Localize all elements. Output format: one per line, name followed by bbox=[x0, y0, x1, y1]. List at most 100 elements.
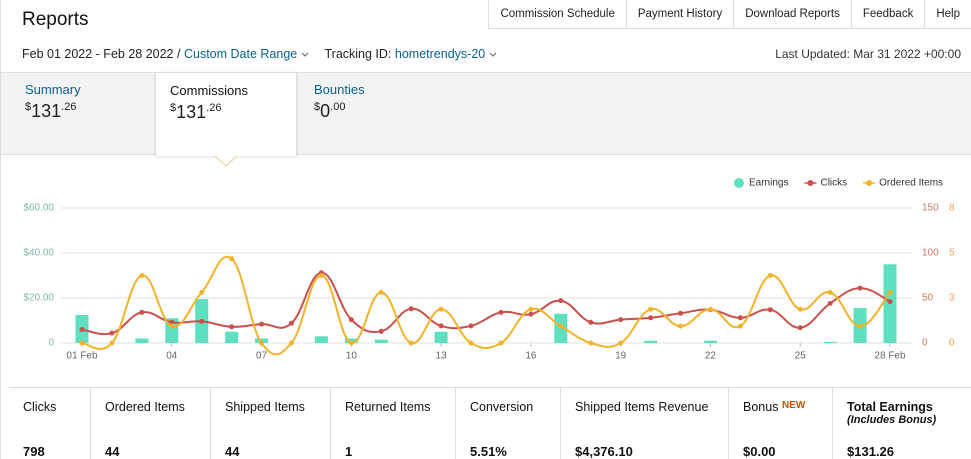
last-updated: Last Updated: Mar 31 2022 +00:00 bbox=[775, 47, 961, 61]
separator: / bbox=[177, 47, 181, 61]
point bbox=[588, 340, 594, 346]
point bbox=[648, 315, 654, 321]
page-title: Reports bbox=[22, 9, 89, 30]
point bbox=[707, 306, 713, 312]
note: (Includes Bonus) bbox=[847, 414, 937, 426]
tick-label: 50 bbox=[922, 293, 934, 304]
point bbox=[558, 323, 564, 329]
tick-label: 0 bbox=[949, 338, 955, 349]
nav-link[interactable]: Payment History bbox=[625, 0, 734, 29]
point bbox=[438, 306, 444, 312]
point bbox=[229, 324, 235, 330]
point bbox=[797, 325, 803, 331]
point bbox=[169, 319, 175, 325]
point bbox=[378, 328, 384, 334]
chevron bbox=[301, 52, 309, 57]
point bbox=[678, 323, 684, 329]
bar bbox=[135, 338, 149, 343]
line bbox=[81, 271, 891, 336]
tick-label: $20.00 bbox=[23, 293, 54, 304]
x-tick-label: 28 Feb bbox=[874, 351, 906, 362]
tab-amount: $131.26 bbox=[25, 101, 81, 122]
point bbox=[857, 323, 863, 329]
point bbox=[348, 340, 354, 346]
tab[interactable]: Commissions $131.26 bbox=[155, 72, 297, 156]
point bbox=[618, 340, 624, 346]
point bbox=[468, 340, 474, 346]
point bbox=[827, 300, 833, 306]
tab-amount: $0.00 bbox=[314, 101, 365, 122]
point bbox=[79, 327, 85, 332]
stat-label: Returned Items bbox=[345, 400, 441, 414]
point bbox=[558, 298, 564, 304]
point bbox=[887, 299, 893, 305]
label: Bonus bbox=[743, 400, 779, 414]
bar bbox=[823, 341, 837, 343]
point bbox=[259, 321, 265, 327]
legend-label: Ordered Items bbox=[879, 178, 943, 189]
currency: $ bbox=[314, 101, 321, 113]
stat-value: $4,376.10 bbox=[575, 444, 633, 459]
point bbox=[887, 289, 893, 295]
x-tick-label: 13 bbox=[436, 351, 448, 362]
nav-link[interactable]: Download Reports bbox=[733, 0, 851, 29]
point bbox=[259, 340, 265, 346]
tab[interactable]: Summary $131.26 bbox=[11, 72, 95, 154]
custom-range[interactable]: Custom Date Range bbox=[183, 47, 298, 61]
currency: $ bbox=[25, 101, 32, 113]
point bbox=[498, 340, 504, 346]
x-tick-label: 10 bbox=[346, 351, 358, 362]
legend-swatch bbox=[866, 180, 873, 186]
chevron bbox=[489, 52, 497, 57]
stat: Ordered Items 44 bbox=[91, 388, 211, 459]
nav-link[interactable]: Help bbox=[924, 0, 971, 29]
tick-label: 0 bbox=[48, 338, 54, 349]
point bbox=[318, 273, 324, 278]
bar bbox=[644, 340, 658, 343]
tab-amount: $131.26 bbox=[170, 102, 282, 123]
x-tick-label: 04 bbox=[166, 351, 178, 362]
point bbox=[378, 289, 384, 295]
bar bbox=[314, 336, 328, 343]
x-tick-label: 22 bbox=[705, 351, 717, 362]
point bbox=[737, 315, 743, 321]
whole: 0 bbox=[320, 101, 331, 121]
point bbox=[468, 323, 474, 329]
tracking-id[interactable]: hometrendys-20 bbox=[394, 47, 486, 61]
tick-label: $60.00 bbox=[23, 203, 54, 214]
tick-label: 0 bbox=[922, 338, 928, 349]
point bbox=[857, 285, 863, 291]
tick-label: 8 bbox=[949, 203, 955, 214]
nav-link[interactable]: Commission Schedule bbox=[488, 0, 626, 29]
tick-label: 3 bbox=[949, 293, 955, 304]
cents: .26 bbox=[206, 102, 222, 114]
point bbox=[618, 317, 624, 323]
point bbox=[827, 289, 833, 295]
tab-label: Summary bbox=[25, 82, 81, 97]
stat-value: 5.51% bbox=[470, 444, 507, 459]
nav-link[interactable]: Feedback bbox=[850, 0, 925, 29]
stat-value: 798 bbox=[23, 444, 45, 459]
x-tick-label: 16 bbox=[525, 351, 537, 362]
point bbox=[438, 323, 444, 329]
point bbox=[288, 340, 294, 346]
bar bbox=[225, 331, 239, 343]
stat-value: 44 bbox=[105, 444, 120, 459]
label: Shipped Items Revenue bbox=[575, 400, 709, 414]
point bbox=[528, 311, 534, 317]
point bbox=[139, 273, 145, 278]
date-range: Feb 01 2022 - Feb 28 2022 bbox=[22, 47, 174, 61]
point bbox=[678, 310, 684, 316]
stat: Total Earnings (Includes Bonus) $131.26 bbox=[833, 388, 971, 459]
currency: $ bbox=[170, 102, 177, 114]
label: Conversion bbox=[470, 400, 534, 414]
tab-pointer bbox=[214, 155, 238, 167]
stat: Bonus NEW $0.00 bbox=[729, 388, 833, 459]
stat: Shipped Items Revenue $4,376.10 bbox=[561, 388, 729, 459]
tab[interactable]: Bounties $0.00 bbox=[300, 72, 379, 154]
point bbox=[408, 306, 414, 312]
point bbox=[169, 323, 175, 329]
nav: Commission Schedule Payment History Down… bbox=[488, 0, 971, 29]
tick-label: 150 bbox=[922, 203, 939, 214]
